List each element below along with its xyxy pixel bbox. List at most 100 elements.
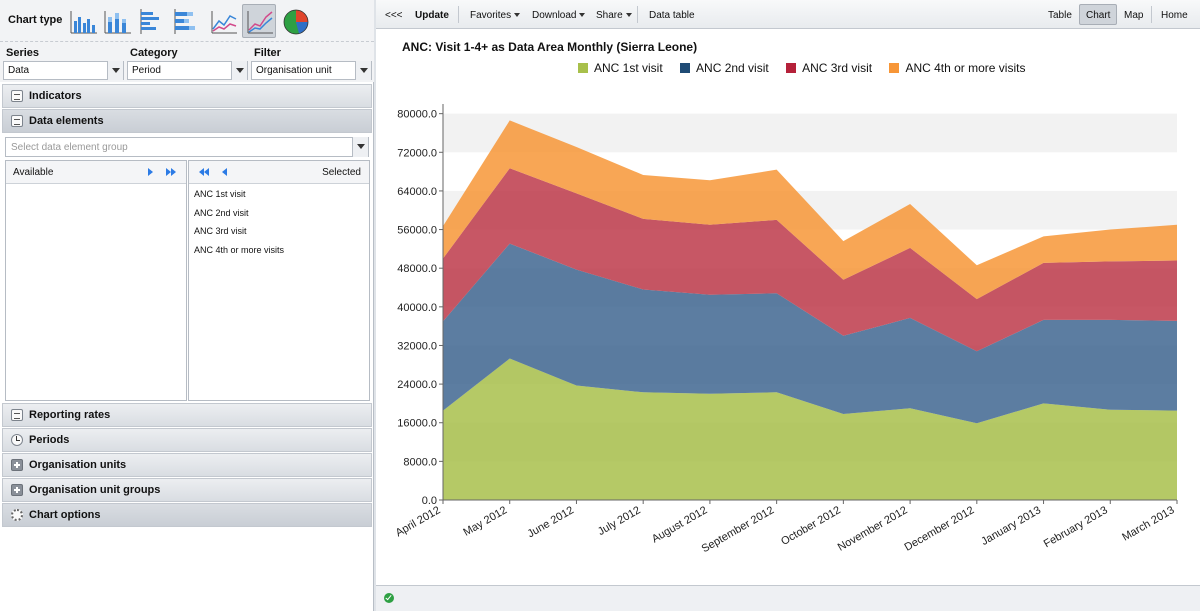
series-select[interactable]: Data (3, 61, 124, 80)
column-chart-button[interactable] (66, 4, 100, 38)
update-button[interactable]: Update (415, 10, 449, 21)
indicators-header[interactable]: Indicators (2, 84, 372, 108)
x-tick-label: January 2013 (979, 504, 1043, 548)
y-tick-label: 64000.0 (397, 186, 437, 198)
x-tick-label: February 2013 (1042, 504, 1110, 550)
share-menu[interactable]: Share (589, 4, 639, 25)
layout-selectors: Series Data Category Period Filter Organ… (0, 42, 374, 82)
document-icon (11, 115, 23, 127)
legend-label: ANC 4th or more visits (905, 61, 1026, 75)
stacked-bar-chart-icon (174, 9, 195, 34)
selected-label: Selected (322, 167, 361, 178)
select-all-icon-2[interactable] (171, 168, 176, 176)
legend-item[interactable]: ANC 1st visit (578, 61, 663, 75)
x-tick-label: May 2012 (461, 504, 509, 539)
check-icon (384, 593, 394, 603)
area-chart-button[interactable] (242, 4, 276, 38)
chart-options-label: Chart options (29, 509, 101, 521)
collapse-button[interactable]: <<< (385, 10, 403, 21)
toolbar-divider (458, 6, 459, 23)
table-button[interactable]: Table (1048, 10, 1072, 21)
select-all-icon[interactable] (166, 168, 171, 176)
data-element-group-select[interactable]: Select data element group (5, 137, 369, 157)
filter-select[interactable]: Organisation unit (251, 61, 372, 80)
legend-item[interactable]: ANC 2nd visit (680, 61, 769, 75)
layout-panel: Chart type (0, 0, 374, 611)
selected-list[interactable]: Selected ANC 1st visit ANC 2nd visit ANC… (188, 160, 370, 401)
org-unit-groups-header[interactable]: Organisation unit groups (2, 478, 372, 502)
legend-item[interactable]: ANC 3rd visit (786, 61, 872, 75)
data-table-button[interactable]: Data table (649, 10, 695, 21)
legend-label: ANC 2nd visit (696, 61, 769, 75)
series-label: Series (6, 47, 40, 59)
category-select[interactable]: Period (127, 61, 248, 80)
area-series-4 (443, 120, 1177, 300)
chevron-down-icon[interactable] (352, 137, 368, 157)
favorites-menu[interactable]: Favorites (463, 4, 527, 25)
area-series-3 (443, 168, 1177, 352)
column-chart-icon (70, 11, 97, 34)
list-item[interactable]: ANC 2nd visit (194, 208, 249, 218)
deselect-all-icon-2[interactable] (204, 168, 209, 176)
legend-item[interactable]: ANC 4th or more visits (889, 61, 1025, 75)
deselect-one-icon[interactable] (222, 168, 227, 176)
plus-icon (11, 484, 23, 496)
y-tick-label: 72000.0 (397, 147, 437, 159)
y-tick-label: 56000.0 (397, 225, 437, 237)
filter-label: Filter (254, 47, 281, 59)
home-button[interactable]: Home (1161, 10, 1188, 21)
toolbar-divider (637, 6, 638, 23)
line-chart-button[interactable] (206, 4, 240, 38)
line-chart-icon (211, 11, 237, 34)
x-tick-label: April 2012 (394, 504, 443, 539)
chart-area: ANC: Visit 1-4+ as Data Area Monthly (Si… (376, 29, 1200, 585)
pie-chart-button[interactable] (278, 4, 312, 38)
available-list[interactable]: Available (5, 160, 187, 401)
clock-icon (11, 434, 23, 446)
caret-down-icon (514, 13, 521, 18)
toolbar-divider (1151, 6, 1152, 23)
download-menu[interactable]: Download (525, 4, 592, 25)
list-item[interactable]: ANC 4th or more visits (194, 245, 285, 255)
status-bar (376, 585, 1200, 611)
data-element-group-placeholder: Select data element group (11, 142, 128, 153)
chart-options-header[interactable]: Chart options (2, 503, 372, 527)
area-series-2 (443, 243, 1177, 424)
map-button[interactable]: Map (1124, 10, 1144, 21)
document-icon (11, 90, 23, 102)
x-tick-label: July 2012 (596, 504, 643, 538)
caret-down-icon (579, 13, 586, 18)
y-tick-label: 8000.0 (403, 456, 437, 468)
favorites-label: Favorites (470, 10, 512, 21)
periods-header[interactable]: Periods (2, 428, 372, 452)
chevron-down-icon[interactable] (355, 61, 371, 80)
chart-legend: ANC 1st visit ANC 2nd visit ANC 3rd visi… (578, 61, 1039, 77)
legend-swatch (786, 63, 797, 73)
y-tick-label: 32000.0 (397, 340, 437, 352)
deselect-all-icon[interactable] (199, 168, 204, 176)
stacked-bar-chart-button[interactable] (168, 4, 202, 38)
legend-label: ANC 3rd visit (802, 61, 873, 75)
reporting-rates-header[interactable]: Reporting rates (2, 403, 372, 427)
y-tick-label: 24000.0 (397, 379, 437, 391)
periods-label: Periods (29, 434, 70, 446)
caret-down-icon (625, 13, 632, 18)
chevron-down-icon[interactable] (231, 61, 247, 80)
select-one-icon[interactable] (148, 168, 153, 176)
available-label: Available (13, 167, 54, 178)
data-elements-header[interactable]: Data elements (2, 109, 372, 133)
selected-header: Selected (189, 161, 369, 184)
chart-button[interactable]: Chart (1079, 4, 1118, 25)
area-chart-icon (247, 11, 273, 34)
chevron-down-icon[interactable] (107, 61, 123, 80)
bar-chart-button[interactable] (134, 4, 168, 38)
toolbar: <<< Update Favorites Download Share Data… (376, 0, 1200, 29)
stacked-column-chart-button[interactable] (100, 4, 134, 38)
list-item[interactable]: ANC 3rd visit (194, 226, 247, 236)
download-label: Download (532, 10, 577, 21)
reporting-rates-label: Reporting rates (29, 409, 111, 421)
org-units-header[interactable]: Organisation units (2, 453, 372, 477)
x-tick-label: December 2012 (903, 504, 977, 554)
list-item[interactable]: ANC 1st visit (194, 189, 246, 199)
stacked-column-chart-icon (104, 11, 131, 34)
